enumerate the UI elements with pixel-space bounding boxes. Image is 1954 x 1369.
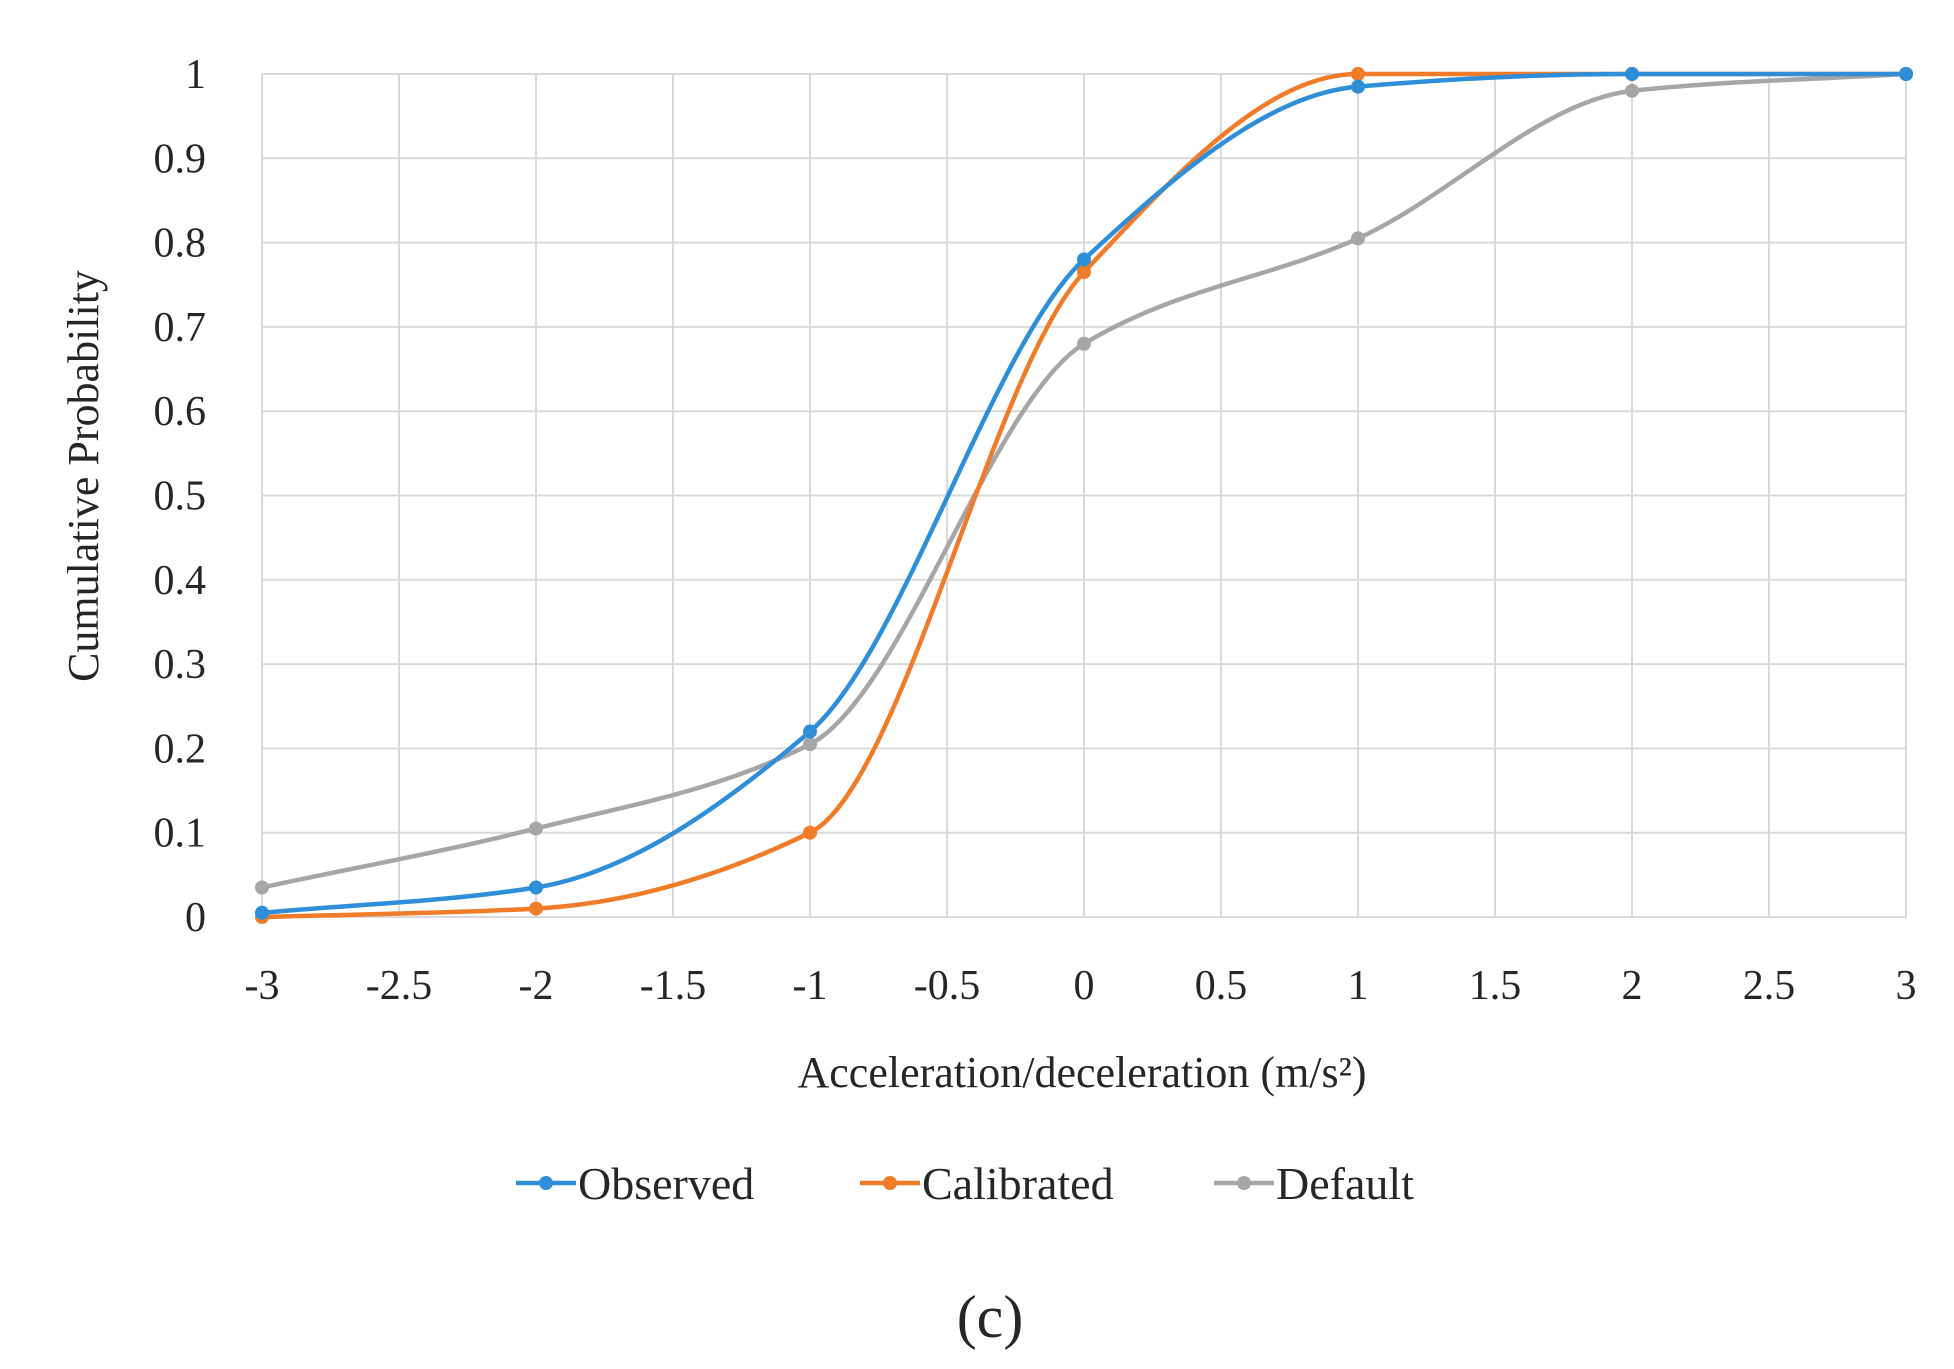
series-lines [255, 67, 1913, 924]
legend-swatch-marker [539, 1176, 553, 1190]
data-point-observed [1351, 79, 1365, 94]
x-tick-label: 0.5 [1195, 963, 1248, 1009]
x-axis-title: Acceleration/deceleration (m/s²) [797, 1048, 1366, 1097]
data-point-calibrated [529, 901, 543, 916]
y-tick-label: 0.8 [154, 221, 207, 267]
x-axis-ticks: -3 -2.5 -2 -1.5 -1 -0.5 0 0.5 1 1.5 2 2.5 3 [245, 963, 1917, 1009]
x-tick-label: 0 [1074, 963, 1095, 1009]
data-point-default [255, 880, 269, 895]
x-tick-label: 3 [1896, 963, 1917, 1009]
data-point-calibrated [1351, 67, 1365, 81]
data-point-observed [803, 724, 817, 739]
data-point-observed [1899, 67, 1913, 81]
x-tick-label: -2.5 [366, 963, 433, 1009]
x-tick-label: 1 [1348, 963, 1369, 1009]
series-line-default [259, 71, 1909, 890]
y-axis-title: Cumulative Probability [59, 270, 108, 682]
data-point-default [1625, 83, 1639, 98]
legend-label-observed: Observed [578, 1158, 754, 1209]
y-tick-label: 0.9 [154, 136, 207, 182]
y-tick-label: 0.4 [154, 558, 207, 604]
y-tick-label: 0.3 [154, 642, 207, 688]
x-tick-label: -1.5 [640, 963, 707, 1009]
data-point-default [1351, 231, 1365, 246]
x-tick-label: -2 [519, 963, 554, 1009]
series-observed [255, 67, 1913, 920]
y-tick-label: 0 [185, 895, 206, 941]
figure-caption: (c) [957, 1284, 1024, 1350]
series-line-observed [259, 71, 1909, 916]
data-point-observed [255, 905, 269, 920]
y-axis-ticks: 0 0.1 0.2 0.3 0.4 0.5 0.6 0.7 0.8 0.9 1 [154, 52, 207, 941]
data-point-observed [1625, 67, 1639, 81]
series-default [255, 67, 1913, 895]
y-tick-label: 0.5 [154, 474, 207, 520]
legend-item-calibrated: Calibrated [860, 1158, 1114, 1209]
y-tick-label: 0.6 [154, 389, 207, 435]
data-point-default [529, 821, 543, 836]
y-tick-label: 0.2 [154, 726, 207, 772]
legend-label-default: Default [1276, 1158, 1414, 1209]
data-point-default [1077, 336, 1091, 351]
x-tick-label: 2 [1622, 963, 1643, 1009]
data-point-observed [1077, 252, 1091, 267]
x-tick-label: -3 [245, 963, 280, 1009]
y-tick-label: 1 [185, 52, 206, 98]
x-tick-label: -1 [793, 963, 828, 1009]
x-tick-label: 1.5 [1469, 963, 1522, 1009]
x-tick-label: -0.5 [914, 963, 981, 1009]
data-point-calibrated [803, 825, 817, 840]
data-point-calibrated [1077, 265, 1091, 280]
legend-item-default: Default [1214, 1158, 1414, 1209]
data-point-default [803, 737, 817, 752]
data-point-observed [529, 880, 543, 895]
legend-item-observed: Observed [516, 1158, 754, 1209]
y-tick-label: 0.1 [154, 811, 207, 857]
grid-lines [261, 73, 1907, 918]
legend: Observed Calibrated Default [516, 1158, 1414, 1209]
legend-swatch-marker [883, 1176, 897, 1190]
legend-label-calibrated: Calibrated [922, 1158, 1114, 1209]
x-tick-label: 2.5 [1743, 963, 1796, 1009]
legend-swatch-marker [1237, 1176, 1251, 1190]
y-tick-label: 0.7 [154, 305, 207, 351]
